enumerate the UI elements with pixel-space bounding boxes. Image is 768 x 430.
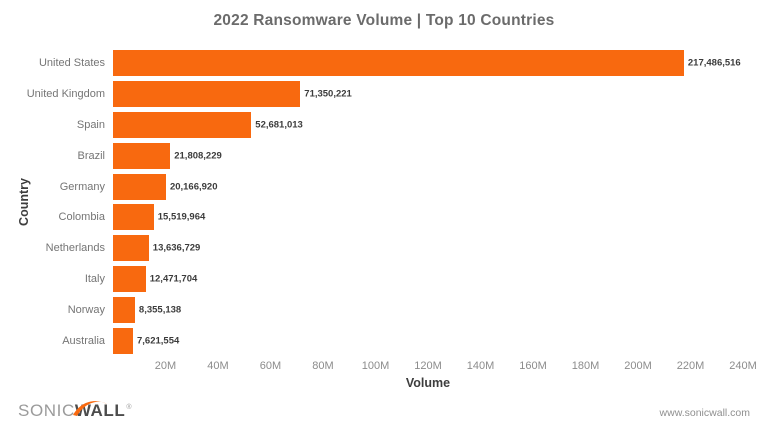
- value-label: 21,808,229: [174, 150, 222, 162]
- bar: [113, 50, 684, 77]
- bar: [113, 81, 301, 108]
- bar-row: Germany 20,166,920: [0, 171, 743, 202]
- category-label: Colombia: [58, 211, 105, 224]
- bar-track: 8,355,138: [113, 296, 743, 323]
- category-label: Australia: [62, 334, 105, 347]
- bar: [113, 173, 166, 200]
- value-label: 15,519,964: [157, 211, 206, 223]
- value-label: 71,350,221: [304, 88, 352, 100]
- bar-row: Netherlands 13,636,729: [0, 233, 743, 264]
- x-axis-tick-label: 140M: [466, 360, 495, 372]
- value-label: 7,621,554: [137, 335, 180, 347]
- x-axis-tick-label: 100M: [361, 360, 390, 372]
- value-label: 217,486,516: [687, 57, 741, 69]
- category-label: Germany: [59, 180, 105, 193]
- bar-row: Brazil 21,808,229: [0, 140, 743, 171]
- x-axis-tick-label: 60M: [259, 360, 282, 372]
- bar-track: 12,471,704: [113, 265, 743, 292]
- category-label: Netherlands: [45, 242, 105, 255]
- x-axis-ticks: 20M 40M 60M 80M 100M 120M 140M 160M 180M 200M 220M…: [113, 360, 757, 374]
- category-label: United States: [38, 57, 105, 70]
- bar-track: 71,350,221: [113, 81, 743, 108]
- logo-text-sonic: SONIC: [18, 401, 75, 420]
- x-axis-tick-label: 200M: [624, 360, 652, 372]
- bar-track: 21,808,229: [113, 142, 743, 169]
- registered-trademark-icon: ®: [126, 404, 133, 412]
- bar-row: Spain 52,681,013: [0, 110, 743, 141]
- bar: [113, 204, 154, 231]
- logo-text-wall: WALL: [74, 401, 126, 420]
- x-axis-tick-label: 120M: [414, 360, 442, 372]
- bar: [113, 111, 252, 138]
- bar-row: Norway 8,355,138: [0, 294, 743, 325]
- website-url: www.sonicwall.com: [659, 407, 750, 419]
- category-label: Italy: [84, 272, 105, 285]
- x-axis-title: Volume: [405, 376, 451, 390]
- chart-title: 2022 Ransomware Volume | Top 10 Countrie…: [213, 12, 555, 29]
- x-axis-tick-label: 180M: [571, 360, 600, 372]
- x-axis-tick-label: 80M: [312, 360, 334, 372]
- bar: [113, 265, 146, 292]
- bar-row: Italy 12,471,704: [0, 264, 743, 295]
- bar-track: 217,486,516: [113, 50, 743, 77]
- bar-row: Colombia 15,519,964: [0, 202, 743, 233]
- bar: [113, 327, 133, 354]
- x-axis-tick-label: 40M: [207, 360, 229, 372]
- bar-track: 52,681,013: [113, 111, 743, 138]
- bar-row: Australia 7,621,554: [0, 325, 743, 356]
- x-axis-tick-label: 240M: [729, 360, 757, 372]
- x-axis-tick-label: 220M: [676, 360, 705, 372]
- bar: [113, 235, 149, 262]
- category-label: Spain: [76, 118, 105, 131]
- bar-track: 7,621,554: [113, 327, 743, 354]
- x-axis-tick-label: 160M: [519, 360, 547, 372]
- bar-row: United States 217,486,516: [0, 48, 743, 79]
- value-label: 13,636,729: [152, 242, 201, 254]
- bar: [113, 296, 135, 323]
- x-axis-tick-label: 20M: [154, 360, 177, 372]
- value-label: 8,355,138: [138, 304, 182, 316]
- sonicwall-logo: SONIC WALL®: [18, 401, 132, 421]
- value-label: 12,471,704: [149, 273, 198, 285]
- category-label: Norway: [67, 303, 105, 316]
- bar-row: United Kingdom 71,350,221: [0, 79, 743, 110]
- category-label: United Kingdom: [26, 88, 105, 101]
- bar-chart-plot-area: United States 217,486,516 United Kingdom 71…: [0, 48, 743, 356]
- category-label: Brazil: [77, 149, 105, 162]
- bar: [113, 142, 171, 169]
- value-label: 52,681,013: [255, 119, 303, 131]
- bar-track: 20,166,920: [113, 173, 743, 200]
- value-label: 20,166,920: [169, 181, 218, 193]
- bar-track: 15,519,964: [113, 204, 743, 231]
- bar-track: 13,636,729: [113, 235, 743, 262]
